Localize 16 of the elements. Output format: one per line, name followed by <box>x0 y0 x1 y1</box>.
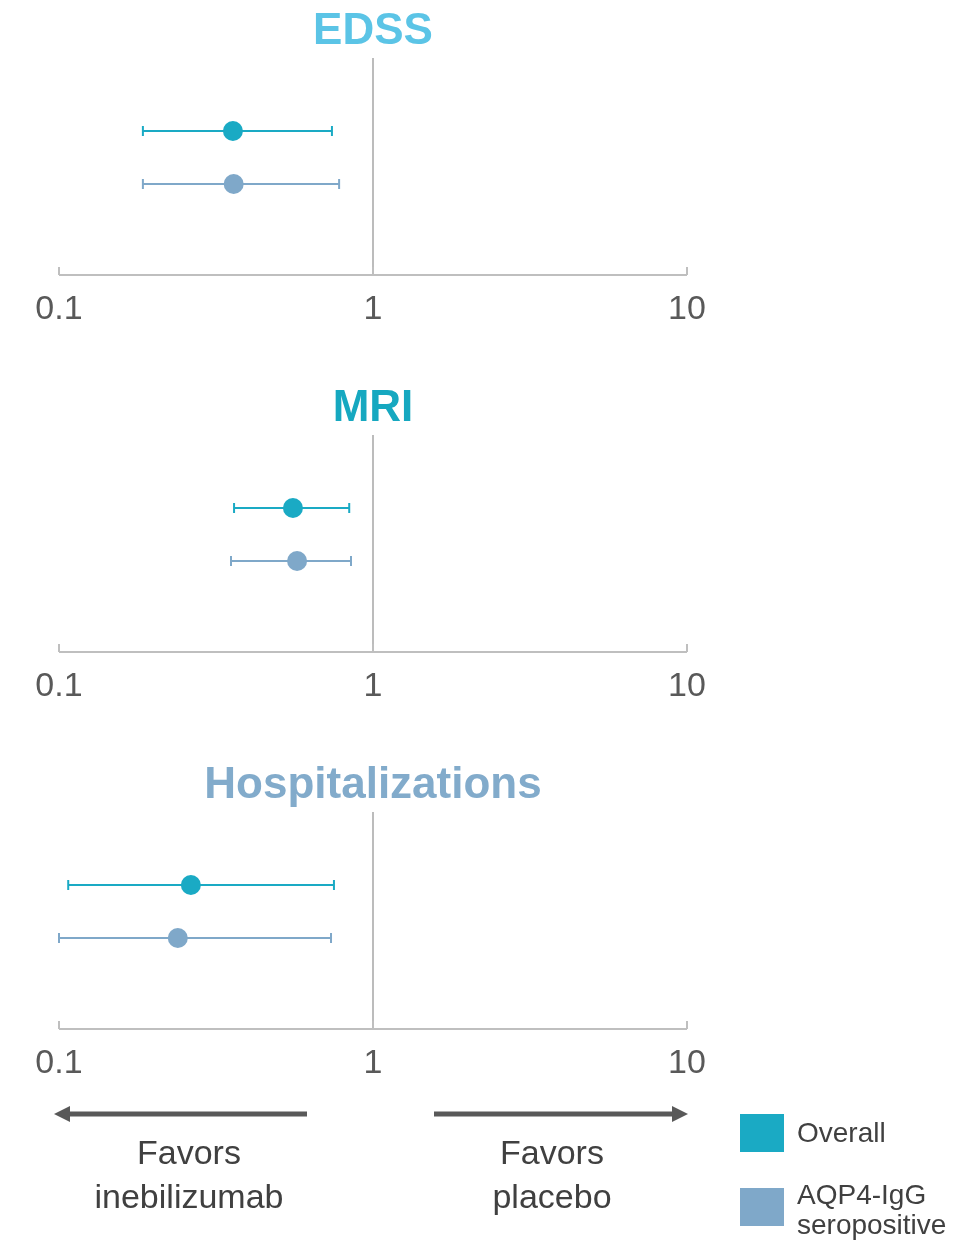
x-tick-label: 1 <box>363 665 383 703</box>
x-tick-label: 0.1 <box>35 1042 83 1080</box>
x-tick-label: 0.1 <box>35 288 83 326</box>
text: Favors placebo <box>492 1133 612 1215</box>
x-tick-label: 10 <box>668 1042 706 1080</box>
chart-title: MRI <box>332 381 414 430</box>
x-tick-label: 10 <box>668 288 706 326</box>
chart-title: Hospitalizations <box>204 758 542 807</box>
x-tick-label: 1 <box>363 1042 383 1080</box>
x-tick-label: 0.1 <box>35 665 83 703</box>
legend-label: Overall <box>797 1117 886 1148</box>
x-tick-label: 1 <box>363 288 383 326</box>
chart-title: EDSS <box>313 4 433 53</box>
legend-label: AQP4-IgG seropositive <box>797 1179 947 1240</box>
x-tick-label: 10 <box>668 665 706 703</box>
text: Favors inebilizumab <box>94 1133 284 1215</box>
